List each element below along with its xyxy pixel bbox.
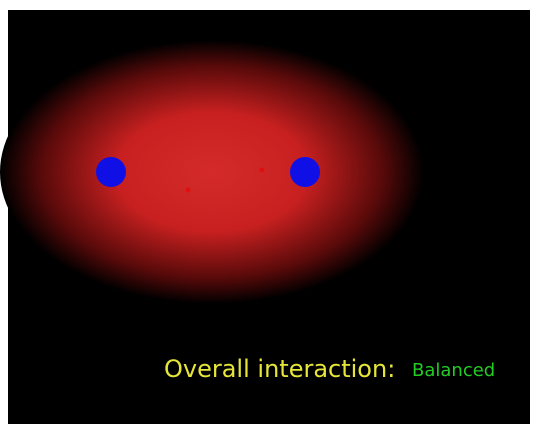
field-glow — [0, 40, 424, 304]
particle — [290, 157, 320, 187]
particle — [96, 157, 126, 187]
dot — [259, 167, 265, 173]
status-label: Overall interaction: — [164, 355, 395, 383]
dot — [185, 187, 191, 193]
status-value: Balanced — [412, 360, 495, 381]
